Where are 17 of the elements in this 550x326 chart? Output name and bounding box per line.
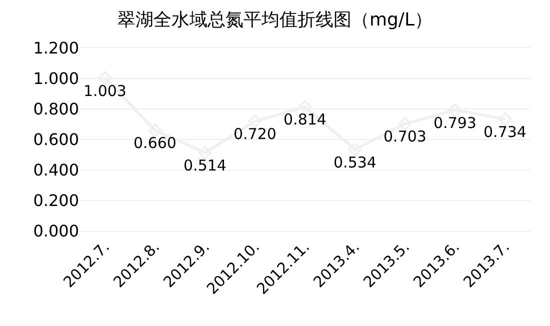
y-tick-label: 0.400 [33, 160, 79, 180]
chart-title: 翠湖全水域总氮平均值折线图（mg/L） [117, 10, 433, 31]
y-tick-label: 0.600 [33, 130, 79, 150]
data-label: 1.003 [84, 82, 126, 100]
data-label: 0.793 [434, 114, 476, 132]
data-label: 0.703 [384, 128, 426, 146]
data-label: 0.660 [134, 134, 176, 152]
y-tick-label: 0.800 [33, 100, 79, 119]
y-tick-label: 0.000 [33, 222, 79, 241]
data-label: 0.534 [334, 153, 376, 172]
data-label: 0.734 [484, 122, 526, 141]
data-label: 0.814 [284, 110, 326, 129]
data-label: 0.720 [234, 125, 276, 144]
y-tick-label: 1.200 [33, 38, 79, 58]
y-tick-label: 0.200 [33, 191, 79, 210]
data-label: 0.514 [184, 156, 226, 174]
y-tick-label: 1.000 [33, 69, 79, 88]
